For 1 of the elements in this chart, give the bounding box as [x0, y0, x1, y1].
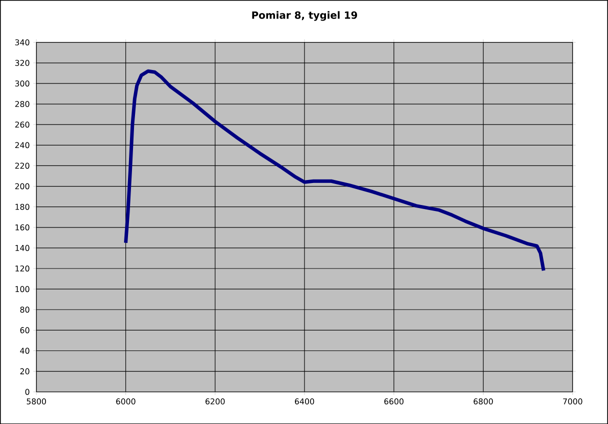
- chart-title: Pomiar 8, tygiel 19: [252, 11, 358, 21]
